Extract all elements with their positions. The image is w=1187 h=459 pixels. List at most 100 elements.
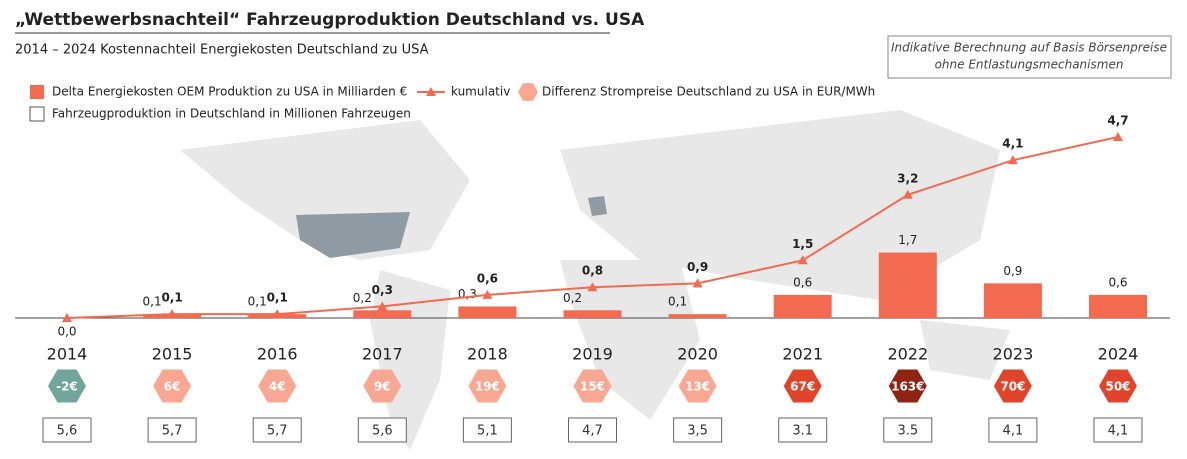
x-tick-label: 2020 <box>677 345 718 364</box>
line-label: 4,7 <box>1107 114 1128 128</box>
line-label: 0,6 <box>477 271 498 285</box>
line-label: 0,1 <box>267 291 288 305</box>
production-label: 3.5 <box>897 424 918 439</box>
price-label: 50€ <box>1105 380 1130 394</box>
line-marker <box>377 301 388 311</box>
price-hexagon <box>363 369 402 403</box>
production-label: 5,1 <box>477 424 498 439</box>
price-hexagon <box>573 369 612 403</box>
bar-label: 0,1 <box>668 295 687 309</box>
price-label: 19€ <box>475 380 500 394</box>
price-hexagon <box>783 369 822 403</box>
production-box <box>42 417 92 443</box>
price-label: 67€ <box>790 380 815 394</box>
legend-label: Fahrzeugproduktion in Deutschland in Mil… <box>52 107 411 121</box>
bar <box>458 306 517 318</box>
production-box <box>778 417 828 443</box>
price-label: 15€ <box>580 380 605 394</box>
bar-label: 0,2 <box>353 291 372 305</box>
map-background <box>180 110 1010 450</box>
line-label: 3,2 <box>897 171 918 185</box>
bar-label: 0,3 <box>458 287 477 301</box>
production-label: 5,7 <box>162 424 183 439</box>
legend-label: Delta Energiekosten OEM Produktion zu US… <box>52 85 407 99</box>
price-label: 163€ <box>891 380 924 394</box>
price-label: 9€ <box>374 380 391 394</box>
price-hexagon <box>153 369 192 403</box>
bar <box>1089 294 1147 318</box>
bar-label: 0,2 <box>563 291 582 305</box>
line-marker <box>902 189 913 199</box>
legend-swatch <box>426 87 436 96</box>
line-marker <box>587 282 598 292</box>
bar-label: 0,1 <box>248 295 267 309</box>
bar-label: 0,1 <box>143 295 162 309</box>
x-tick-label: 2021 <box>782 345 823 364</box>
x-tick-label: 2014 <box>47 345 88 364</box>
x-tick-label: 2023 <box>993 345 1034 364</box>
production-box <box>988 417 1038 443</box>
chart-title: „Wettbewerbsnachteil“ Fahrzeugproduktion… <box>15 10 645 30</box>
line-marker <box>1007 155 1018 165</box>
legend-label: Differenz Strompreise Deutschland zu USA… <box>542 85 875 99</box>
legend-swatch <box>518 83 538 101</box>
bar <box>773 294 832 318</box>
bar <box>353 310 412 318</box>
bar-label: 1,7 <box>898 233 917 247</box>
x-tick-label: 2018 <box>467 345 508 364</box>
price-label: 13€ <box>685 380 710 394</box>
production-label: 4,1 <box>1003 424 1024 439</box>
legend-label: kumulativ <box>451 85 510 99</box>
production-label: 5,6 <box>372 424 393 439</box>
production-box <box>357 417 407 443</box>
production-box <box>1093 417 1143 443</box>
production-label: 4,1 <box>1108 424 1129 439</box>
production-label: 5,7 <box>267 424 288 439</box>
bar-label: 0,6 <box>793 275 812 289</box>
line-label: 0,3 <box>372 283 393 297</box>
production-box <box>252 417 302 443</box>
line-marker <box>1113 132 1123 142</box>
legend-swatch <box>30 85 44 99</box>
production-box <box>568 417 617 443</box>
line-marker <box>482 289 493 299</box>
x-tick-label: 2017 <box>362 345 403 364</box>
line-label: 1,5 <box>792 237 813 251</box>
line-marker <box>62 313 72 322</box>
bar <box>878 252 937 318</box>
price-hexagon <box>993 369 1032 403</box>
line-label: 4,1 <box>1002 137 1023 151</box>
price-hexagon <box>258 369 297 403</box>
note-line: ohne Entlastungsmechanismen <box>935 58 1124 72</box>
line-marker <box>692 278 703 288</box>
bar <box>563 310 622 318</box>
line-label: 0,1 <box>161 291 182 305</box>
price-hexagon <box>678 369 717 403</box>
chart-subtitle: 2014 – 2024 Kostennachteil Energiekosten… <box>15 43 429 58</box>
note-box <box>887 35 1172 79</box>
bar <box>983 283 1042 318</box>
production-box <box>462 417 512 443</box>
production-box <box>883 417 933 443</box>
line-marker <box>272 309 283 319</box>
price-hexagon <box>888 369 927 403</box>
line-marker <box>167 309 178 319</box>
x-tick-label: 2024 <box>1098 345 1139 364</box>
x-tick-label: 2022 <box>887 345 928 364</box>
legend-swatch <box>29 106 45 122</box>
price-label: 4€ <box>269 380 286 394</box>
price-label: 6€ <box>164 380 181 394</box>
bar <box>668 314 727 318</box>
line-label: 0,9 <box>687 260 708 274</box>
bar-label: 0,6 <box>1108 275 1127 289</box>
line-marker <box>797 255 808 265</box>
note-line: Indikative Berechnung auf Basis Börsenpr… <box>891 41 1167 55</box>
x-tick-label: 2015 <box>152 345 193 364</box>
production-box <box>147 417 197 443</box>
production-label: 5,6 <box>57 424 78 439</box>
price-label: 70€ <box>1000 380 1025 394</box>
x-tick-label: 2019 <box>572 345 613 364</box>
price-hexagon <box>48 369 86 403</box>
bar-label: 0,9 <box>1003 264 1022 278</box>
